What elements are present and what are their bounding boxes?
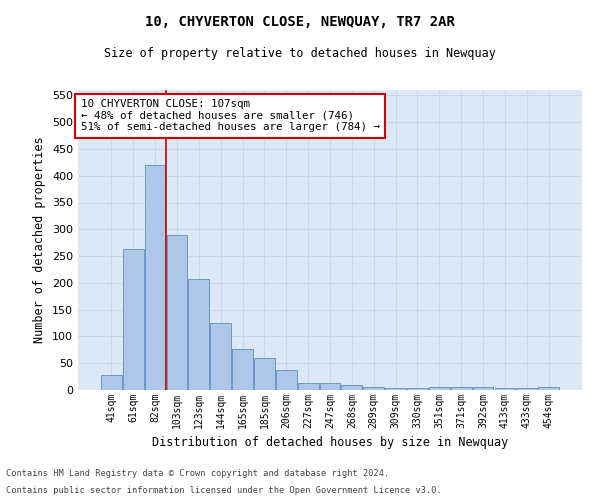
Text: Size of property relative to detached houses in Newquay: Size of property relative to detached ho… <box>104 48 496 60</box>
Bar <box>473 388 493 390</box>
Bar <box>341 384 362 390</box>
Bar <box>145 165 166 390</box>
X-axis label: Distribution of detached houses by size in Newquay: Distribution of detached houses by size … <box>152 436 508 450</box>
Text: Contains public sector information licensed under the Open Government Licence v3: Contains public sector information licen… <box>6 486 442 495</box>
Bar <box>188 279 209 390</box>
Bar <box>276 370 296 390</box>
Bar <box>254 358 275 390</box>
Y-axis label: Number of detached properties: Number of detached properties <box>34 136 46 344</box>
Bar <box>298 382 319 390</box>
Bar <box>320 382 340 390</box>
Bar <box>385 388 406 390</box>
Bar <box>494 388 515 390</box>
Bar <box>232 350 253 390</box>
Bar <box>210 323 231 390</box>
Bar <box>517 388 537 390</box>
Bar <box>364 387 384 390</box>
Bar <box>167 235 187 390</box>
Bar <box>538 387 559 390</box>
Bar <box>101 375 122 390</box>
Bar <box>429 387 450 390</box>
Bar <box>407 388 428 390</box>
Bar <box>123 249 143 390</box>
Text: Contains HM Land Registry data © Crown copyright and database right 2024.: Contains HM Land Registry data © Crown c… <box>6 468 389 477</box>
Text: 10 CHYVERTON CLOSE: 107sqm
← 48% of detached houses are smaller (746)
51% of sem: 10 CHYVERTON CLOSE: 107sqm ← 48% of deta… <box>80 99 380 132</box>
Text: 10, CHYVERTON CLOSE, NEWQUAY, TR7 2AR: 10, CHYVERTON CLOSE, NEWQUAY, TR7 2AR <box>145 15 455 29</box>
Bar <box>451 388 472 390</box>
